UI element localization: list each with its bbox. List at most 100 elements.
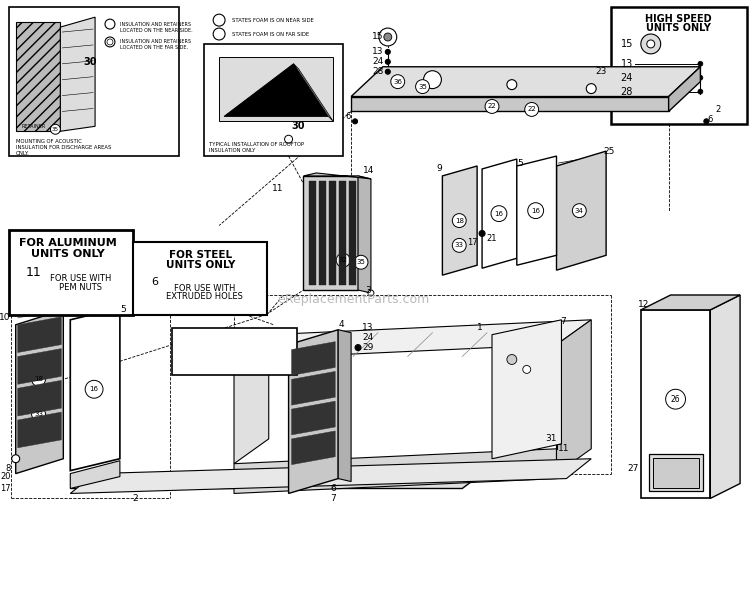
Polygon shape [358,176,371,293]
Text: 27: 27 [628,464,639,473]
Polygon shape [234,320,591,359]
Text: 2: 2 [132,494,137,503]
Circle shape [284,135,292,143]
Text: 35: 35 [356,259,365,265]
Circle shape [525,102,538,117]
Text: 11: 11 [26,266,41,279]
Text: 28: 28 [620,87,633,97]
Text: 25: 25 [604,147,615,155]
Text: 31: 31 [545,434,556,444]
Circle shape [507,355,517,365]
Circle shape [572,204,586,217]
Text: INSULATION FOR DISCHARGE AREAS: INSULATION FOR DISCHARGE AREAS [16,145,111,150]
Circle shape [386,59,390,64]
Text: 36: 36 [393,79,402,85]
Polygon shape [640,310,710,498]
Circle shape [698,75,703,80]
Text: 3: 3 [365,286,370,294]
Polygon shape [669,67,700,111]
Polygon shape [304,176,358,290]
Polygon shape [310,181,316,285]
Circle shape [424,71,442,88]
Circle shape [416,80,430,94]
Text: 28: 28 [373,67,384,76]
Circle shape [105,37,115,47]
Text: UNITS ONLY: UNITS ONLY [204,345,264,354]
Circle shape [107,39,113,45]
Circle shape [336,253,350,267]
Polygon shape [16,310,63,474]
Text: 7: 7 [560,317,566,326]
Polygon shape [502,404,547,426]
Circle shape [704,119,709,124]
Polygon shape [649,454,704,491]
Text: FOR USE WITH: FOR USE WITH [50,274,111,283]
Text: 20: 20 [0,472,10,481]
Text: PEM NUTS: PEM NUTS [58,283,102,292]
Text: EXTRUDED HOLES: EXTRUDED HOLES [166,293,243,302]
Circle shape [384,33,392,41]
Polygon shape [70,459,591,494]
Text: 26: 26 [670,395,680,403]
Circle shape [86,380,103,398]
Circle shape [391,75,405,88]
Circle shape [213,14,225,26]
Polygon shape [224,64,328,117]
Text: 12: 12 [638,300,650,309]
Text: FOR ALUMINUM: FOR ALUMINUM [20,239,117,249]
Text: 8: 8 [5,464,10,473]
Text: 24: 24 [620,72,633,82]
Text: 11: 11 [272,184,284,193]
Text: 15: 15 [620,39,633,49]
Text: 32: 32 [339,257,347,263]
Text: 16: 16 [89,386,98,392]
Text: 15: 15 [372,32,384,41]
Text: 33: 33 [34,411,43,417]
Text: 16: 16 [531,208,540,214]
Text: UNITS ONLY: UNITS ONLY [166,260,235,270]
Polygon shape [292,372,335,405]
Text: 11: 11 [558,444,569,454]
Polygon shape [18,317,62,353]
Circle shape [528,203,544,219]
Text: FOR USE WITH: FOR USE WITH [173,283,235,293]
Circle shape [266,352,272,358]
Polygon shape [70,308,120,471]
Polygon shape [517,156,556,265]
Polygon shape [234,335,268,464]
Circle shape [479,230,485,236]
Circle shape [452,239,466,252]
Circle shape [523,365,531,373]
Circle shape [698,89,703,94]
Circle shape [646,40,655,48]
Polygon shape [556,151,606,270]
Circle shape [105,19,115,29]
Text: INSULATION AND RETAINERS: INSULATION AND RETAINERS [120,39,191,44]
Text: 17: 17 [0,484,10,493]
Polygon shape [442,166,477,275]
Text: 17: 17 [466,238,478,247]
Circle shape [352,119,358,124]
Text: RETAINER: RETAINER [22,124,46,129]
Polygon shape [18,412,62,448]
Polygon shape [16,22,60,131]
Circle shape [491,206,507,221]
Text: TYPICAL INSTALLATION OF ROOFTOP: TYPICAL INSTALLATION OF ROOFTOP [209,142,304,147]
Text: 29: 29 [362,343,374,352]
Text: ONLY.: ONLY. [16,151,29,155]
Text: INSULATION AND RETAINERS: INSULATION AND RETAINERS [120,22,191,27]
Circle shape [32,407,46,421]
Circle shape [186,359,193,366]
Circle shape [507,80,517,90]
Circle shape [50,124,60,134]
Text: STATES FOAM IS ON FAR SIDE: STATES FOAM IS ON FAR SIDE [232,32,309,37]
Text: — 37: — 37 [214,358,239,368]
Text: 1: 1 [477,323,483,332]
Text: 35: 35 [52,127,59,132]
Text: 34: 34 [575,208,584,214]
Polygon shape [502,375,547,396]
Polygon shape [172,327,296,375]
Text: 6: 6 [707,115,713,124]
Polygon shape [18,349,62,384]
Text: FOR ALUMINUM: FOR ALUMINUM [194,335,274,344]
